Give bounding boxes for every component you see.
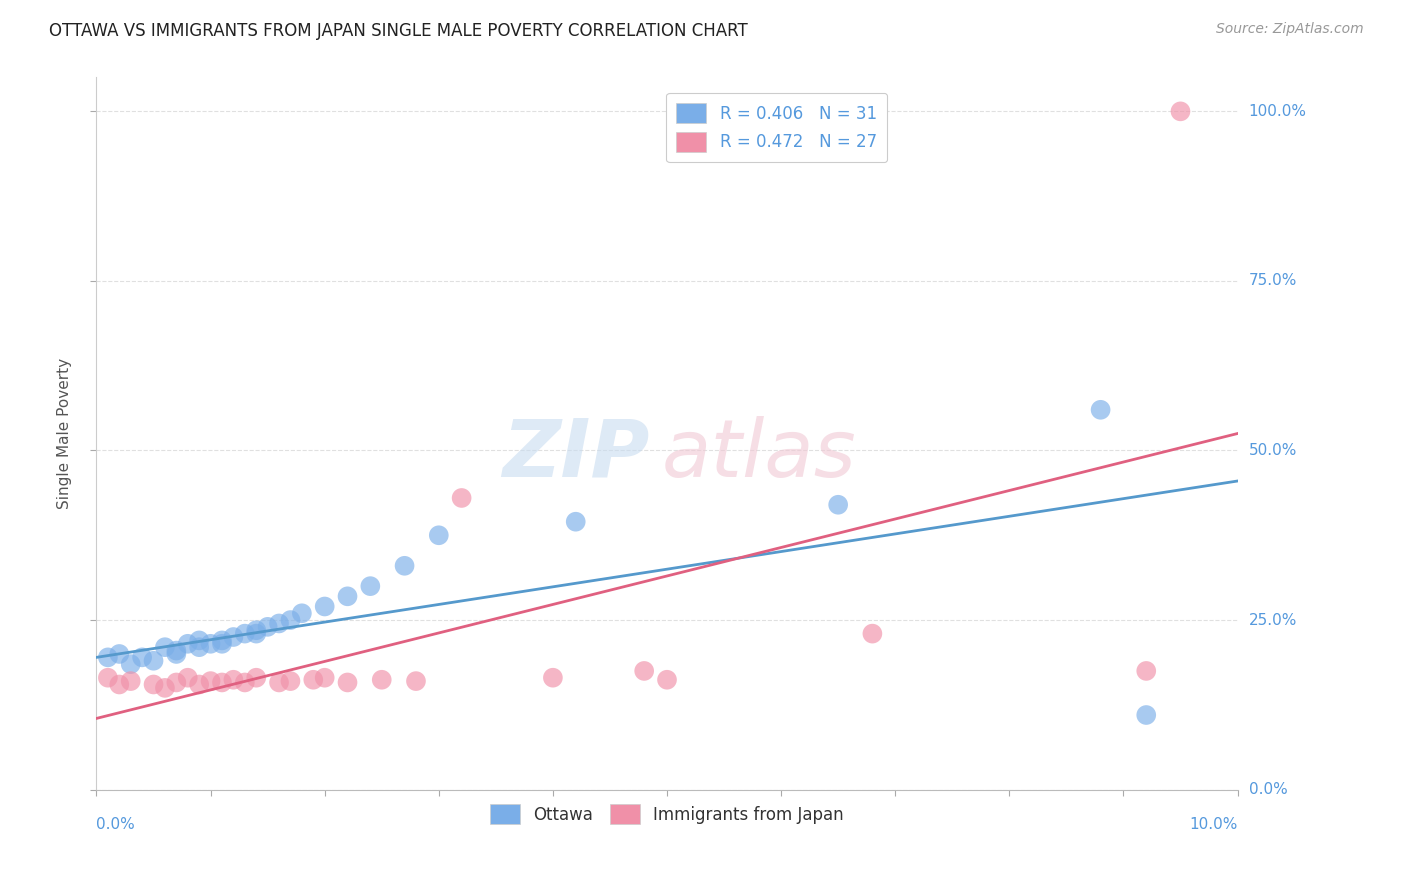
- Point: [131, 650, 153, 665]
- Point: [1135, 664, 1157, 678]
- Point: [267, 675, 290, 690]
- Point: [142, 654, 165, 668]
- Text: ZIP: ZIP: [502, 416, 650, 494]
- Point: [188, 633, 211, 648]
- Point: [108, 647, 131, 661]
- Point: [97, 650, 120, 665]
- Point: [1135, 708, 1157, 723]
- Text: 100.0%: 100.0%: [1249, 103, 1306, 119]
- Text: Source: ZipAtlas.com: Source: ZipAtlas.com: [1216, 22, 1364, 37]
- Point: [291, 607, 314, 621]
- Point: [336, 590, 359, 604]
- Y-axis label: Single Male Poverty: Single Male Poverty: [58, 358, 72, 509]
- Point: [1090, 402, 1112, 417]
- Point: [188, 640, 211, 655]
- Text: 75.0%: 75.0%: [1249, 274, 1296, 288]
- Point: [222, 630, 245, 644]
- Point: [211, 637, 233, 651]
- Point: [245, 626, 267, 640]
- Point: [280, 674, 302, 689]
- Point: [314, 671, 336, 685]
- Point: [267, 616, 290, 631]
- Point: [405, 674, 427, 689]
- Point: [177, 671, 200, 685]
- Point: [120, 657, 142, 672]
- Point: [153, 681, 176, 695]
- Point: [302, 673, 325, 687]
- Point: [222, 673, 245, 687]
- Text: 10.0%: 10.0%: [1189, 817, 1237, 832]
- Point: [256, 620, 278, 634]
- Point: [314, 599, 336, 614]
- Point: [108, 677, 131, 691]
- Point: [200, 637, 222, 651]
- Point: [177, 637, 200, 651]
- Point: [211, 675, 233, 690]
- Point: [359, 579, 381, 593]
- Point: [450, 491, 472, 505]
- Text: 25.0%: 25.0%: [1249, 613, 1296, 628]
- Point: [564, 515, 586, 529]
- Point: [541, 671, 564, 685]
- Point: [633, 664, 655, 678]
- Text: 50.0%: 50.0%: [1249, 443, 1296, 458]
- Point: [371, 673, 394, 687]
- Text: 0.0%: 0.0%: [97, 817, 135, 832]
- Point: [142, 677, 165, 691]
- Point: [860, 626, 883, 640]
- Point: [97, 671, 120, 685]
- Point: [188, 677, 211, 691]
- Point: [336, 675, 359, 690]
- Point: [153, 640, 176, 655]
- Text: 0.0%: 0.0%: [1249, 782, 1288, 797]
- Point: [233, 626, 256, 640]
- Point: [211, 633, 233, 648]
- Point: [245, 624, 267, 638]
- Point: [200, 674, 222, 689]
- Point: [165, 643, 187, 657]
- Point: [280, 613, 302, 627]
- Point: [655, 673, 678, 687]
- Legend: Ottawa, Immigrants from Japan: Ottawa, Immigrants from Japan: [484, 797, 851, 831]
- Point: [233, 675, 256, 690]
- Point: [427, 528, 450, 542]
- Point: [1170, 104, 1192, 119]
- Point: [120, 674, 142, 689]
- Point: [165, 647, 187, 661]
- Text: atlas: atlas: [661, 416, 856, 494]
- Point: [827, 498, 849, 512]
- Point: [165, 675, 187, 690]
- Text: OTTAWA VS IMMIGRANTS FROM JAPAN SINGLE MALE POVERTY CORRELATION CHART: OTTAWA VS IMMIGRANTS FROM JAPAN SINGLE M…: [49, 22, 748, 40]
- Point: [245, 671, 267, 685]
- Point: [394, 558, 416, 573]
